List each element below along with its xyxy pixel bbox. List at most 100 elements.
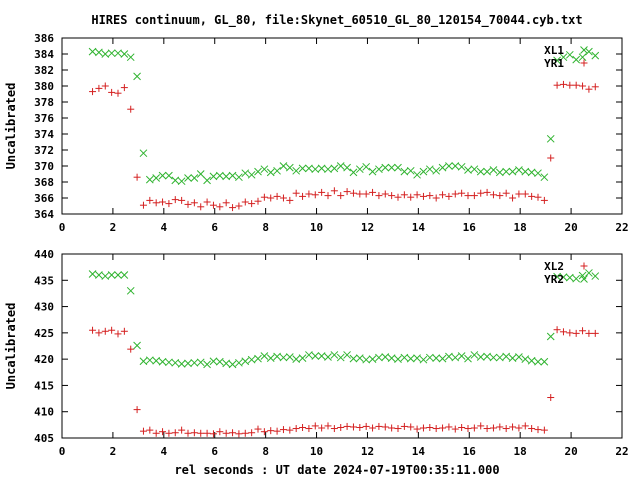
data-point: [559, 273, 568, 281]
series-xl1: [88, 47, 600, 186]
data-point: [305, 351, 313, 359]
data-point: [464, 166, 472, 174]
data-point: [445, 423, 453, 431]
data-point: [215, 171, 224, 180]
data-point: [108, 326, 116, 334]
data-point: [184, 174, 192, 182]
data-point: [184, 359, 192, 368]
data-point: [235, 430, 243, 438]
legend-label-yr1: YR1: [544, 57, 564, 70]
data-point: [279, 426, 287, 434]
data-point: [400, 353, 409, 362]
data-point: [178, 426, 186, 434]
data-point: [432, 194, 440, 202]
data-point: [502, 352, 511, 361]
data-point: [591, 272, 600, 280]
data-point: [375, 165, 383, 174]
data-point: [540, 196, 548, 204]
data-point: [388, 192, 396, 200]
y-tick-label: 378: [34, 96, 54, 109]
data-point: [349, 423, 357, 431]
y-tick-label: 370: [34, 160, 54, 173]
data-point: [127, 105, 135, 113]
data-point: [177, 177, 186, 186]
x-tick-label: 12: [361, 445, 374, 458]
x-tick-label: 14: [412, 221, 426, 234]
data-point: [356, 190, 364, 198]
data-point: [470, 192, 478, 200]
data-point: [534, 426, 542, 434]
data-point: [171, 429, 179, 437]
data-point: [260, 165, 269, 174]
data-point: [559, 328, 567, 336]
data-point: [209, 201, 217, 209]
data-point: [521, 422, 529, 430]
data-point: [400, 167, 409, 176]
data-point: [196, 358, 205, 367]
data-point: [572, 329, 580, 337]
data-point: [152, 356, 161, 365]
data-point: [534, 357, 542, 366]
data-point: [298, 354, 307, 362]
data-point: [273, 352, 281, 361]
data-point: [477, 189, 485, 197]
x-tick-label: 0: [59, 445, 66, 458]
data-point: [432, 354, 441, 362]
data-point: [139, 201, 147, 209]
data-point: [165, 429, 173, 437]
data-point: [362, 355, 371, 364]
data-point: [337, 192, 345, 200]
data-point: [476, 167, 485, 176]
data-point: [159, 428, 167, 436]
data-point: [394, 425, 402, 433]
data-point: [235, 358, 243, 367]
y-axis-label: Uncalibrated: [4, 303, 18, 390]
data-point: [152, 174, 161, 182]
data-point: [241, 357, 250, 366]
y-tick-label: 420: [34, 353, 54, 366]
data-point: [572, 274, 581, 283]
data-point: [299, 192, 307, 200]
data-point: [171, 196, 179, 204]
data-point: [362, 162, 371, 171]
data-point: [413, 425, 421, 433]
data-point: [425, 165, 434, 174]
x-tick-label: 14: [412, 445, 426, 458]
data-point: [476, 353, 485, 361]
data-point: [146, 426, 154, 434]
data-point: [585, 329, 593, 337]
data-point: [527, 356, 536, 365]
data-point: [515, 166, 523, 174]
data-point: [190, 199, 198, 207]
data-point: [419, 424, 427, 432]
x-tick-label: 20: [564, 221, 577, 234]
data-point: [553, 326, 561, 334]
data-point: [451, 162, 460, 170]
data-point: [419, 167, 428, 176]
data-point: [413, 354, 421, 362]
data-point: [292, 166, 301, 175]
series-yr1: [89, 80, 599, 212]
data-point: [368, 167, 377, 176]
data-point: [419, 355, 428, 364]
legend-label-yr2: YR2: [544, 273, 564, 286]
data-point: [108, 88, 116, 96]
data-point: [426, 192, 434, 200]
data-point: [509, 423, 517, 431]
x-tick-label: 0: [59, 221, 66, 234]
data-point: [133, 406, 141, 414]
data-point: [311, 165, 320, 174]
data-point: [190, 174, 199, 182]
x-tick-label: 2: [110, 221, 117, 234]
data-point: [89, 88, 97, 96]
legend-marker-xl1: [580, 46, 588, 54]
data-point: [483, 188, 491, 196]
data-point: [178, 196, 186, 204]
data-point: [260, 193, 268, 201]
data-point: [394, 355, 402, 363]
data-point: [425, 353, 434, 362]
data-point: [591, 51, 600, 60]
data-point: [572, 81, 580, 89]
data-point: [88, 47, 97, 56]
data-point: [95, 84, 103, 92]
